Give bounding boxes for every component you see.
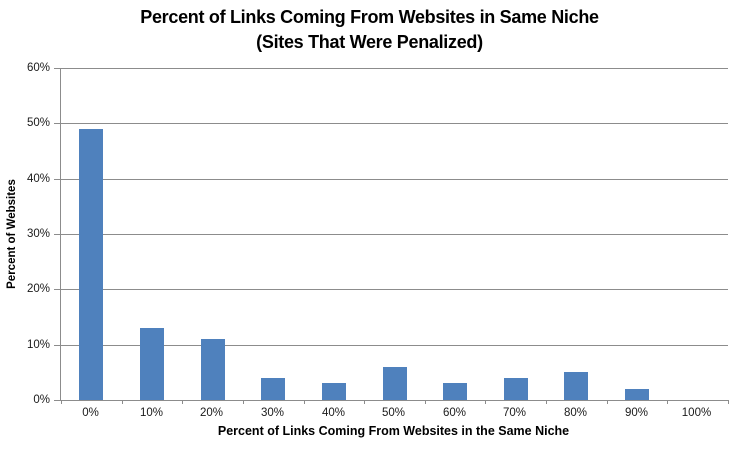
y-tick-label: 60% [26,62,50,74]
x-tick-mark [607,400,608,404]
y-tick-mark [54,345,61,346]
x-axis-tick-labels: 0% 10% 20% 30% 40% 50% 60% 70% 80% 90% 100% [60,406,727,421]
x-tick-mark [364,400,365,404]
y-tick-mark [54,289,61,290]
x-tick-mark [546,400,547,404]
x-tick-label: 40% [321,407,346,419]
bar-50% [383,367,407,400]
x-tick-mark [122,400,123,404]
gridline-50 [61,123,728,124]
x-tick-label: 20% [199,407,224,419]
x-tick-label: 0% [82,407,99,419]
x-tick-mark [425,400,426,404]
x-tick-label: 90% [624,407,649,419]
gridline-40 [61,179,728,180]
chart-subtitle: (Sites That Were Penalized) [256,32,483,52]
x-tick-label: 60% [442,407,467,419]
x-tick-label: 80% [563,407,588,419]
gridline-20 [61,289,728,290]
y-tick-mark [54,234,61,235]
x-tick-mark [728,400,729,404]
chart-title-block: Percent of Links Coming From Websites in… [0,5,739,55]
bar-80% [564,372,588,400]
y-tick-label: 30% [26,228,50,240]
chart-title: Percent of Links Coming From Websites in… [140,7,599,27]
gridline-30 [61,234,728,235]
bar-20% [201,339,225,400]
y-tick-mark [54,123,61,124]
x-tick-label: 70% [502,407,527,419]
x-tick-mark [243,400,244,404]
bar-90% [625,389,649,400]
bar-30% [261,378,285,400]
y-tick-mark [54,68,61,69]
x-tick-label: 100% [681,407,712,419]
gridline-60 [61,68,728,69]
y-tick-label: 20% [26,283,50,295]
plot-area [54,68,729,404]
gridline-10 [61,345,728,346]
bar-40% [322,383,346,400]
bar-10% [140,328,164,400]
y-tick-mark [54,179,61,180]
x-tick-mark [485,400,486,404]
y-tick-label: 40% [26,173,50,185]
x-tick-mark [182,400,183,404]
bar-0% [79,129,103,400]
bar-60% [443,383,467,400]
x-tick-mark [61,400,62,404]
y-tick-label: 50% [26,117,50,129]
x-tick-mark [304,400,305,404]
y-tick-mark [54,400,61,401]
y-tick-label: 10% [26,339,50,351]
x-axis-title: Percent of Links Coming From Websites in… [217,424,570,438]
x-tick-label: 30% [260,407,285,419]
x-tick-mark [667,400,668,404]
x-tick-label: 50% [381,407,406,419]
x-tick-label: 10% [139,407,164,419]
y-tick-label: 0% [33,394,50,406]
bar-70% [504,378,528,400]
